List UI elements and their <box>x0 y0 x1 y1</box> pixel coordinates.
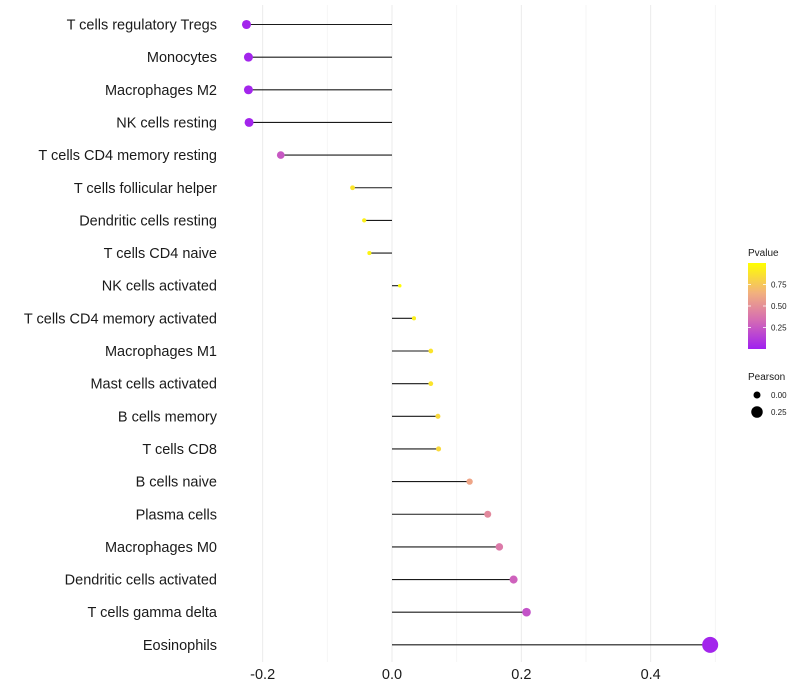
y-tick-label: T cells regulatory Tregs <box>67 18 217 34</box>
lollipop-point <box>509 575 518 584</box>
y-tick-label: Monocytes <box>147 50 217 66</box>
y-tick-label: Mast cells activated <box>90 377 217 393</box>
lollipop-point <box>243 52 253 62</box>
y-tick-label: T cells CD4 memory activated <box>24 311 217 327</box>
y-tick-label: T cells gamma delta <box>88 605 218 621</box>
colorbar-tick-label: 0.25 <box>771 324 787 333</box>
lollipop-point <box>241 19 252 30</box>
y-tick-label: Macrophages M1 <box>105 344 217 360</box>
lollipop-point <box>367 250 372 256</box>
size-legend-label: 0.00 <box>771 391 787 400</box>
size-legend-label: 0.25 <box>771 408 787 417</box>
stem-layer <box>246 23 711 646</box>
x-tick-label: 0.4 <box>641 667 661 683</box>
y-tick-label: Macrophages M2 <box>105 83 217 99</box>
lollipop-point <box>243 85 253 95</box>
dot-layer <box>241 19 719 653</box>
pearson-legend-title: Pearson <box>748 372 785 383</box>
y-tick-label: Macrophages M0 <box>105 540 217 556</box>
lollipop-point <box>428 348 434 354</box>
lollipop-point <box>411 316 417 321</box>
x-tick-labels: -0.2 0.0 0.2 0.4 <box>250 667 661 683</box>
lollipop-point <box>522 607 531 617</box>
colorbar-tick-label: 0.50 <box>771 302 787 311</box>
y-tick-label: T cells CD4 memory resting <box>38 148 217 164</box>
grid-layer <box>262 5 716 662</box>
y-tick-label: NK cells resting <box>116 115 217 131</box>
lollipop-point <box>276 151 285 159</box>
y-tick-label: B cells naive <box>136 475 217 491</box>
lollipop-point <box>244 117 254 127</box>
x-tick-label: 0.0 <box>382 667 402 683</box>
y-tick-label: T cells follicular helper <box>74 181 217 197</box>
lollipop-point <box>466 478 473 485</box>
lollipop-point <box>484 510 492 518</box>
pvalue-legend-title: Pvalue <box>748 248 779 259</box>
pearson-size-legend: 0.00 0.25 <box>751 391 787 418</box>
y-tick-label: T cells CD8 <box>142 442 217 458</box>
lollipop-point <box>428 381 434 387</box>
lollipop-point <box>435 413 441 419</box>
lollipop-point <box>398 283 402 288</box>
pvalue-colorbar <box>748 263 766 349</box>
lollipop-point <box>702 636 719 653</box>
legend: Pvalue 0.75 0.50 0.25 Pearson 0.00 0.25 <box>748 248 787 418</box>
y-tick-label: NK cells activated <box>102 279 217 295</box>
y-tick-label: Dendritic cells activated <box>65 573 217 589</box>
lollipop-point <box>495 543 504 551</box>
size-legend-point <box>751 406 763 418</box>
colorbar-tick-label: 0.75 <box>771 281 787 290</box>
pvalue-legend-ticks: 0.75 0.50 0.25 <box>748 281 787 333</box>
lollipop-point <box>362 218 367 223</box>
lollipop-point <box>436 446 442 452</box>
x-tick-label: -0.2 <box>250 667 275 683</box>
y-tick-label: B cells memory <box>118 409 218 425</box>
lollipop-point <box>350 185 355 191</box>
y-tick-label: T cells CD4 naive <box>104 246 217 262</box>
y-tick-label: Dendritic cells resting <box>79 213 217 229</box>
y-tick-label: Plasma cells <box>136 507 217 523</box>
size-legend-point <box>753 391 761 399</box>
x-tick-label: 0.2 <box>511 667 531 683</box>
y-tick-labels: T cells regulatory Tregs Monocytes Macroph… <box>24 18 218 654</box>
y-tick-label: Eosinophils <box>143 638 217 654</box>
